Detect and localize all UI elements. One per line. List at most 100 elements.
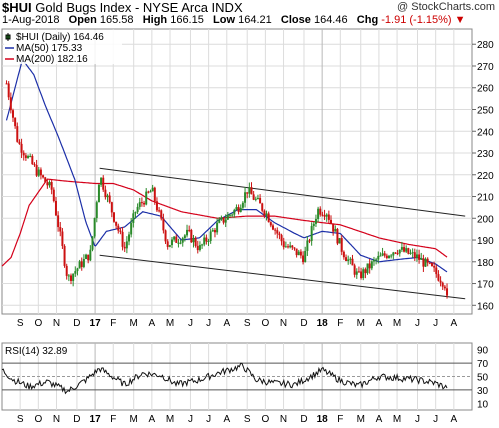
candle-body	[254, 198, 257, 200]
candle-body	[413, 252, 416, 258]
price-x-label: A	[223, 318, 230, 329]
rsi-x-label: S	[17, 414, 24, 425]
candle-body	[226, 214, 229, 220]
candle-body	[422, 258, 425, 267]
candle-body	[186, 229, 189, 236]
price-legend: $HUI (Daily) 164.46 MA(50) 175.33 MA(200…	[4, 30, 122, 65]
price-y-label: 170	[477, 280, 494, 291]
candle-body	[48, 182, 51, 186]
candle-body	[211, 230, 214, 232]
price-x-label: J	[188, 318, 193, 329]
candle-body	[46, 182, 49, 186]
price-x-label: N	[53, 318, 60, 329]
rsi-y-label: 90	[477, 346, 489, 357]
candle-body	[229, 214, 232, 216]
open-label: Open	[68, 14, 97, 26]
rsi-x-label: M	[130, 414, 138, 425]
price-x-label: J	[433, 318, 438, 329]
price-x-label: A	[149, 318, 156, 329]
candle-body	[194, 238, 197, 246]
candle-body	[70, 275, 73, 281]
candle-body	[27, 156, 30, 158]
rsi-x-label: N	[53, 414, 60, 425]
price-x-label: F	[337, 318, 343, 329]
candle-body	[50, 182, 53, 190]
candle-body	[158, 210, 161, 212]
rsi-legend: RSI(14) 32.89	[4, 344, 74, 357]
candle-body	[411, 252, 414, 254]
candle-body	[59, 227, 62, 232]
high-value: 166.15	[170, 14, 204, 26]
legend-ma200: MA(200) 182.16	[16, 54, 88, 65]
candle-body	[35, 164, 38, 176]
candle-body	[385, 255, 388, 258]
rsi-x-label: M	[166, 414, 174, 425]
legend-rsi: RSI(14) 32.89	[5, 346, 68, 357]
candle-body	[140, 202, 143, 204]
candle-body	[44, 177, 47, 183]
candle-body	[351, 258, 354, 266]
candle-body	[115, 221, 118, 226]
price-y-label: 230	[477, 149, 494, 160]
rsi-x-label: A	[450, 414, 457, 425]
candle-body	[24, 155, 27, 158]
candle-body	[76, 268, 79, 272]
candle-body	[347, 259, 350, 262]
candle-body	[106, 195, 109, 198]
candle-body	[323, 215, 326, 217]
rsi-line	[1, 362, 448, 395]
candle-body	[274, 229, 277, 231]
candle-body	[168, 245, 171, 247]
candle-body	[364, 269, 367, 274]
candle-body	[353, 265, 356, 275]
candle-body	[405, 248, 408, 252]
price-x-label: F	[110, 318, 116, 329]
price-x-label: D	[73, 318, 80, 329]
candle-body	[265, 213, 268, 216]
candle-body	[287, 246, 290, 248]
price-y-label: 260	[477, 84, 494, 95]
price-y-label: 180	[477, 258, 494, 269]
low-value: 164.21	[238, 14, 272, 26]
candle-body	[205, 237, 208, 242]
price-candles	[5, 80, 449, 299]
candle-body	[345, 257, 348, 262]
candle-body	[132, 213, 135, 223]
price-x-label: A	[376, 318, 383, 329]
candle-body	[138, 202, 141, 207]
rsi-y-label: 50	[477, 373, 489, 384]
candle-body	[121, 231, 124, 247]
candle-body	[7, 83, 10, 98]
rsi-y-axis: 10 30 50 70 90	[477, 346, 489, 411]
candle-body	[237, 207, 240, 212]
down-arrow-icon: ▼	[454, 14, 466, 26]
candle-body	[263, 210, 266, 216]
candle-body	[188, 229, 191, 231]
candle-body	[104, 189, 107, 198]
candle-body	[250, 187, 253, 195]
price-x-label: 18	[317, 318, 329, 329]
candle-body	[332, 223, 335, 232]
candle-body	[396, 253, 399, 255]
legend-price: $HUI (Daily) 164.46	[16, 32, 104, 43]
price-x-label: M	[393, 318, 401, 329]
rsi-x-label: D	[73, 414, 80, 425]
rsi-y-label: 30	[477, 386, 489, 397]
price-x-label: J	[415, 318, 420, 329]
candle-body	[190, 229, 193, 243]
rsi-legend-bg	[4, 344, 74, 356]
candle-body	[308, 240, 311, 242]
candle-body	[145, 191, 148, 205]
candle-body	[299, 251, 302, 256]
legend-bg	[4, 30, 122, 64]
price-y-axis: 160 170 180 190 200 210 220 230 240 250 260 270 280	[472, 40, 494, 312]
candle-body	[304, 250, 307, 263]
candle-body	[123, 246, 126, 249]
candle-body	[342, 251, 345, 258]
rsi-x-label: M	[393, 414, 401, 425]
candle-body	[54, 200, 57, 216]
candle-body	[403, 247, 406, 252]
price-x-label: O	[261, 318, 269, 329]
candle-body	[295, 248, 298, 256]
candle-body	[306, 240, 309, 251]
